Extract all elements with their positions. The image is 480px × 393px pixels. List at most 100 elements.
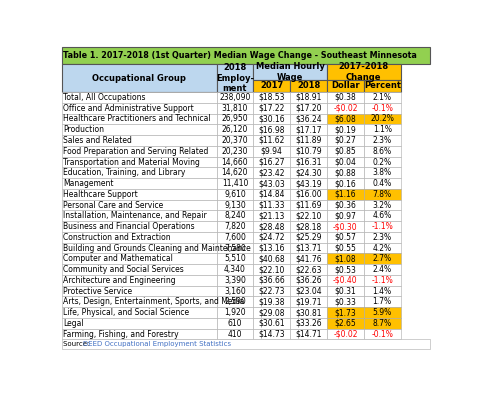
Bar <box>327 135 364 146</box>
Bar <box>216 124 253 135</box>
Text: $0.36: $0.36 <box>335 200 356 209</box>
Text: Personal Care and Service: Personal Care and Service <box>63 200 164 209</box>
Bar <box>290 157 327 167</box>
Text: $16.00: $16.00 <box>295 190 322 199</box>
Text: $16.31: $16.31 <box>295 158 322 167</box>
Text: Source:: Source: <box>63 341 92 347</box>
Bar <box>290 264 327 275</box>
Bar <box>364 307 401 318</box>
Text: Percent: Percent <box>364 81 401 90</box>
Text: $10.79: $10.79 <box>295 147 322 156</box>
Text: $16.98: $16.98 <box>259 125 285 134</box>
Text: 4,340: 4,340 <box>224 265 246 274</box>
Text: $24.30: $24.30 <box>295 168 322 177</box>
Text: 8.6%: 8.6% <box>372 147 392 156</box>
Text: $43.19: $43.19 <box>295 179 322 188</box>
Text: $28.48: $28.48 <box>259 222 285 231</box>
Bar <box>327 124 364 135</box>
Bar <box>62 253 216 264</box>
Bar <box>327 103 364 114</box>
Text: $17.22: $17.22 <box>259 104 285 113</box>
Text: $0.53: $0.53 <box>335 265 356 274</box>
Bar <box>327 200 364 210</box>
Bar <box>216 286 253 296</box>
Text: $0.57: $0.57 <box>335 233 356 242</box>
Text: 31,810: 31,810 <box>222 104 248 113</box>
Bar <box>62 167 216 178</box>
Bar <box>290 286 327 296</box>
Text: $14.71: $14.71 <box>295 329 322 338</box>
Text: 11,410: 11,410 <box>222 179 248 188</box>
Bar <box>290 124 327 135</box>
Bar <box>253 264 290 275</box>
Text: Office and Administrative Support: Office and Administrative Support <box>63 104 194 113</box>
Bar <box>364 210 401 221</box>
Bar <box>253 329 290 340</box>
Text: $19.38: $19.38 <box>259 297 285 306</box>
Bar <box>364 318 401 329</box>
Text: 14,660: 14,660 <box>222 158 248 167</box>
Text: $0.16: $0.16 <box>335 179 356 188</box>
Bar <box>290 242 327 253</box>
Bar <box>216 329 253 340</box>
Text: $19.71: $19.71 <box>295 297 322 306</box>
Bar <box>253 103 290 114</box>
Text: $30.61: $30.61 <box>258 319 285 328</box>
Bar <box>216 253 253 264</box>
Bar <box>216 157 253 167</box>
Bar <box>290 189 327 200</box>
Text: 2.3%: 2.3% <box>372 233 392 242</box>
Bar <box>327 210 364 221</box>
Bar <box>364 146 401 157</box>
Text: Arts, Design, Entertainment, Sports, and Media: Arts, Design, Entertainment, Sports, and… <box>63 297 245 306</box>
Bar <box>364 221 401 232</box>
Bar <box>62 296 216 307</box>
Text: $2.65: $2.65 <box>335 319 356 328</box>
Bar <box>327 296 364 307</box>
Text: $9.94: $9.94 <box>261 147 283 156</box>
Bar <box>290 232 327 242</box>
Text: Life, Physical, and Social Science: Life, Physical, and Social Science <box>63 308 190 317</box>
Text: 2.7%: 2.7% <box>372 254 392 263</box>
Bar <box>364 264 401 275</box>
Bar <box>327 92 364 103</box>
Text: Computer and Mathematical: Computer and Mathematical <box>63 254 173 263</box>
Bar <box>216 275 253 286</box>
Text: $30.16: $30.16 <box>258 114 285 123</box>
Text: 5,510: 5,510 <box>224 254 246 263</box>
Bar <box>364 114 401 124</box>
Text: 1.4%: 1.4% <box>372 286 392 296</box>
Text: $22.73: $22.73 <box>259 286 285 296</box>
Bar <box>290 178 327 189</box>
Bar <box>327 318 364 329</box>
Text: $18.91: $18.91 <box>295 93 322 102</box>
Text: 14,620: 14,620 <box>222 168 248 177</box>
Bar <box>364 296 401 307</box>
Bar <box>327 80 364 92</box>
Text: 2.1%: 2.1% <box>373 93 392 102</box>
Text: $17.17: $17.17 <box>295 125 322 134</box>
Bar <box>253 242 290 253</box>
Bar <box>364 157 401 167</box>
Bar <box>290 135 327 146</box>
Bar <box>290 146 327 157</box>
Text: -$0.30: -$0.30 <box>333 222 358 231</box>
Bar <box>364 189 401 200</box>
Text: -1.1%: -1.1% <box>372 222 393 231</box>
Bar <box>290 114 327 124</box>
Bar <box>216 242 253 253</box>
Text: $0.38: $0.38 <box>335 93 356 102</box>
Bar <box>290 307 327 318</box>
Text: 3.8%: 3.8% <box>372 168 392 177</box>
Bar <box>62 242 216 253</box>
Text: 1.7%: 1.7% <box>372 297 392 306</box>
Text: $1.08: $1.08 <box>335 254 356 263</box>
Bar <box>253 210 290 221</box>
Bar <box>62 135 216 146</box>
Text: $0.27: $0.27 <box>335 136 356 145</box>
Bar <box>253 64 327 80</box>
Bar <box>216 232 253 242</box>
Text: 5.9%: 5.9% <box>372 308 392 317</box>
Bar <box>62 146 216 157</box>
Text: $0.04: $0.04 <box>335 158 356 167</box>
